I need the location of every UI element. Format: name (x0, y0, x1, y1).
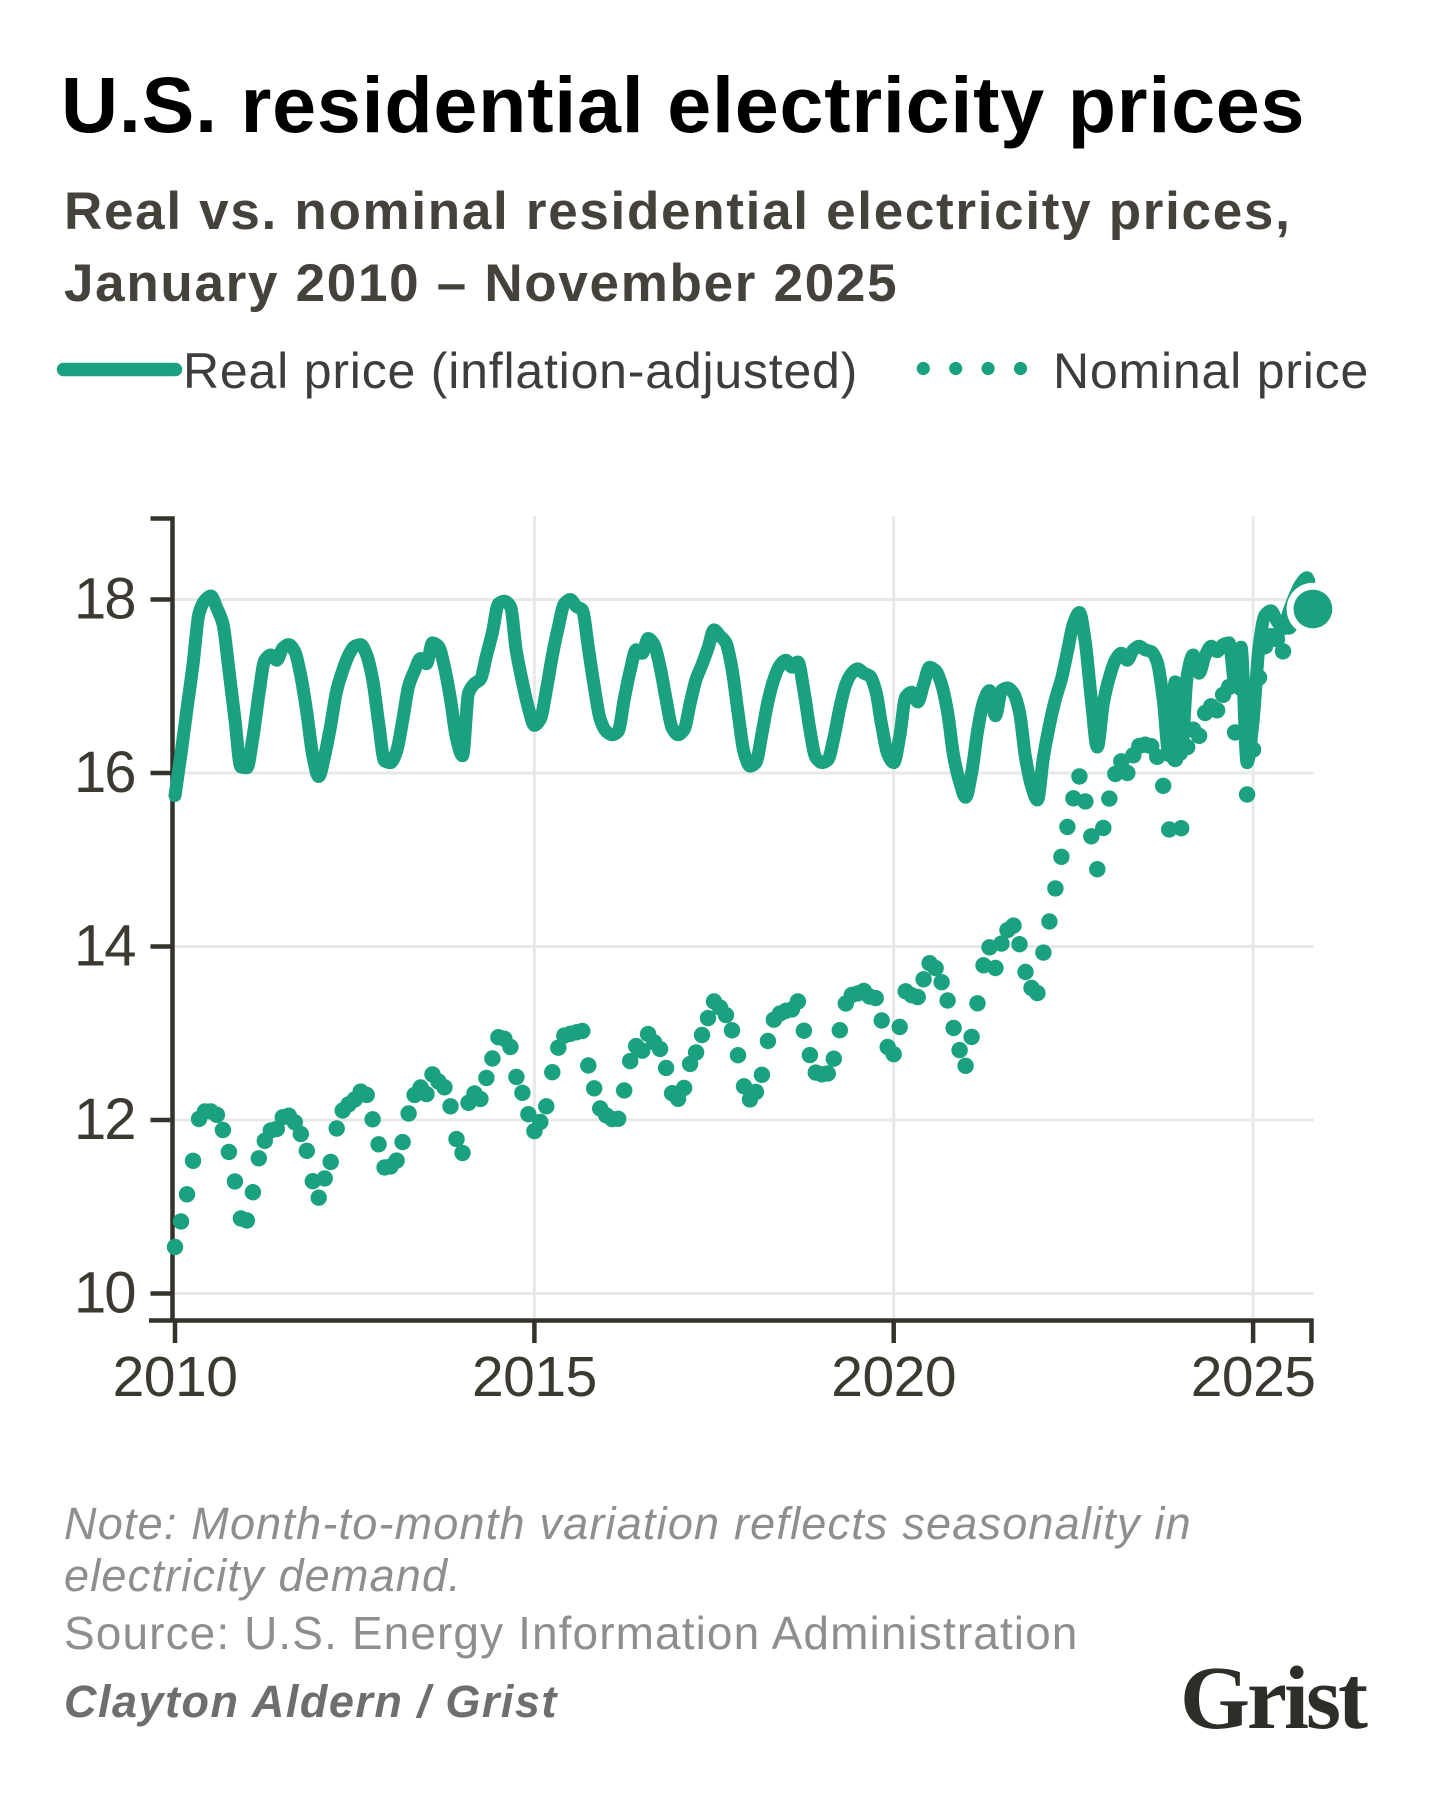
svg-text:16: 16 (74, 740, 135, 805)
svg-text:Clayton Aldern / Grist: Clayton Aldern / Grist (64, 1676, 558, 1727)
svg-text:Note: Month-to-month variation: Note: Month-to-month variation reflects … (64, 1498, 1192, 1549)
svg-text:12: 12 (74, 1087, 135, 1152)
svg-text:Real vs. nominal residential e: Real vs. nominal residential electricity… (64, 182, 1292, 241)
svg-text:Real price (inflation-adjusted: Real price (inflation-adjusted) (183, 343, 858, 399)
svg-text:U.S. residential electricity p: U.S. residential electricity prices (61, 60, 1305, 149)
svg-text:10: 10 (74, 1261, 135, 1326)
svg-text:electricity demand.: electricity demand. (64, 1550, 462, 1601)
svg-text:2015: 2015 (472, 1345, 597, 1409)
svg-text:2020: 2020 (831, 1345, 956, 1409)
svg-text:Source: U.S. Energy Informatio: Source: U.S. Energy Information Administ… (64, 1607, 1079, 1659)
svg-text:January 2010 – November 2025: January 2010 – November 2025 (64, 254, 898, 313)
svg-text:Nominal price: Nominal price (1053, 343, 1369, 399)
svg-text:18: 18 (74, 567, 135, 632)
svg-text:Grist: Grist (1180, 1649, 1368, 1748)
svg-text:2025: 2025 (1191, 1345, 1316, 1409)
svg-text:2010: 2010 (113, 1345, 238, 1409)
svg-text:14: 14 (74, 914, 135, 979)
